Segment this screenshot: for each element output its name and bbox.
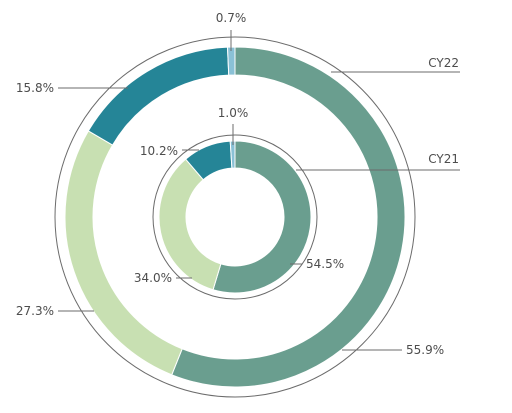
slice-cy22-1 [171, 46, 406, 388]
data-labels: 55.9% 27.3% 15.8% 0.7% CY22 54.5% 34.0% 10.2% 1.… [16, 11, 459, 357]
data-label-cy22-2: 27.3% [16, 304, 54, 318]
data-label-cy21-4: 1.0% [218, 106, 249, 120]
data-label-cy21-2: 34.0% [134, 271, 172, 285]
slice-cy22-2 [64, 130, 183, 376]
data-label-cy22-3: 15.8% [16, 81, 54, 95]
slice-cy21-4 [229, 140, 236, 169]
leader-lines [58, 30, 460, 351]
ring-outline-cy22 [54, 36, 416, 398]
ring-outlines [54, 36, 416, 398]
ring-outline-cy21 [152, 134, 318, 300]
data-label-cy22-4: 0.7% [216, 11, 247, 25]
data-label-cy21-3: 10.2% [140, 144, 178, 158]
data-label-cy22-1: 55.9% [406, 343, 444, 357]
ring-label-cy22: CY22 [428, 56, 459, 70]
slice-cy22-4 [226, 46, 236, 76]
data-label-cy21-1: 54.5% [306, 257, 344, 271]
slice-cy21-1 [212, 140, 312, 294]
slice-cy22-3 [87, 46, 230, 146]
ring-label-cy21: CY21 [428, 152, 459, 166]
rings-layer [64, 46, 406, 388]
slice-cy21-2 [158, 158, 222, 291]
